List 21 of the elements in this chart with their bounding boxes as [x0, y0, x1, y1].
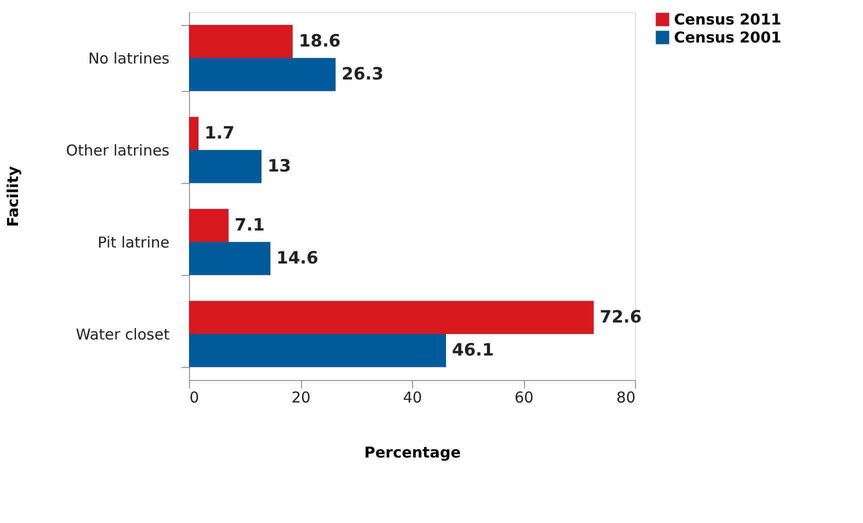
data-label: 13 [267, 156, 292, 177]
legend-label: Census 2011 [674, 10, 782, 28]
data-label: 18.6 [298, 31, 341, 52]
data-label: 26.3 [342, 64, 384, 85]
x-tick-label: 40 [402, 388, 422, 406]
data-label: 72.6 [600, 307, 642, 328]
x-tick-label: 0 [190, 388, 200, 406]
y-axis-title: Facility [4, 166, 22, 227]
x-axis-title: Percentage [364, 444, 461, 462]
x-tick-label: 60 [514, 388, 534, 406]
x-tick-label: 80 [616, 388, 636, 406]
y-tick-label: Pit latrine [98, 234, 170, 252]
x-tick-label: 20 [291, 388, 311, 406]
y-tick-label: No latrines [88, 50, 170, 68]
data-label: 14.6 [276, 248, 318, 269]
data-label: 46.1 [452, 340, 494, 361]
y-tick-label: Other latrines [66, 142, 170, 160]
legend-label: Census 2001 [674, 28, 782, 46]
data-label: 1.7 [204, 123, 235, 144]
data-label: 7.1 [234, 215, 265, 236]
y-tick-label: Water closet [76, 326, 170, 344]
